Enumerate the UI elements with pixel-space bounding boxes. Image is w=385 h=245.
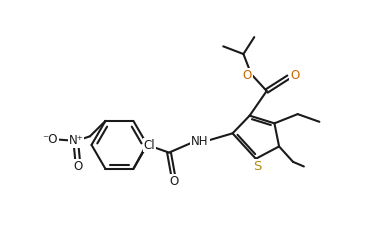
Text: Cl: Cl	[144, 138, 156, 152]
Text: S: S	[253, 160, 261, 173]
Text: NH: NH	[191, 135, 209, 147]
Text: O: O	[290, 69, 299, 82]
Text: O: O	[170, 175, 179, 188]
Text: N⁺: N⁺	[69, 135, 84, 147]
Text: O: O	[73, 160, 82, 173]
Text: O: O	[243, 69, 252, 82]
Text: ⁻O: ⁻O	[43, 133, 58, 146]
